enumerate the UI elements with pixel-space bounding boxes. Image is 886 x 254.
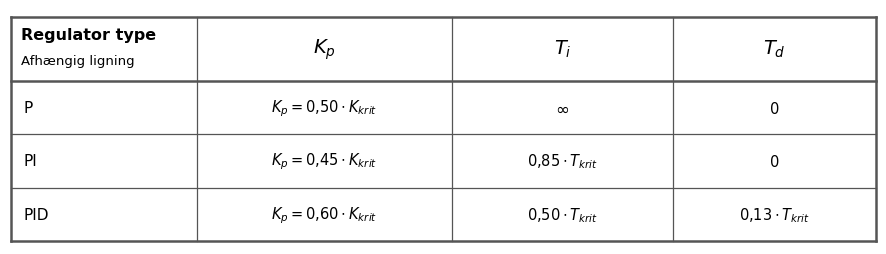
Text: P: P xyxy=(23,101,32,116)
Text: $K_p = 0{,}45 \cdot K_{krit}$: $K_p = 0{,}45 \cdot K_{krit}$ xyxy=(271,151,377,171)
Text: $0{,}85 \cdot T_{krit}$: $0{,}85 \cdot T_{krit}$ xyxy=(526,152,597,171)
Text: $0{,}50 \cdot T_{krit}$: $0{,}50 \cdot T_{krit}$ xyxy=(526,205,597,224)
Text: $\boldsymbol{T_d}$: $\boldsymbol{T_d}$ xyxy=(763,39,785,60)
Text: Afhængig ligning: Afhængig ligning xyxy=(21,55,135,68)
Text: PID: PID xyxy=(23,207,49,222)
Text: $\boldsymbol{K_p}$: $\boldsymbol{K_p}$ xyxy=(313,37,336,62)
Text: $0$: $0$ xyxy=(768,100,779,116)
Text: Regulator type: Regulator type xyxy=(21,27,156,42)
Text: $\boldsymbol{T_i}$: $\boldsymbol{T_i}$ xyxy=(553,39,571,60)
Text: PI: PI xyxy=(23,154,37,169)
Text: $0$: $0$ xyxy=(768,153,779,169)
Text: $\infty$: $\infty$ xyxy=(555,99,569,117)
Text: $K_p = 0{,}50 \cdot K_{krit}$: $K_p = 0{,}50 \cdot K_{krit}$ xyxy=(271,98,377,118)
Text: $0{,}13 \cdot T_{krit}$: $0{,}13 \cdot T_{krit}$ xyxy=(738,205,809,224)
Text: $K_p = 0{,}60 \cdot K_{krit}$: $K_p = 0{,}60 \cdot K_{krit}$ xyxy=(271,204,377,225)
